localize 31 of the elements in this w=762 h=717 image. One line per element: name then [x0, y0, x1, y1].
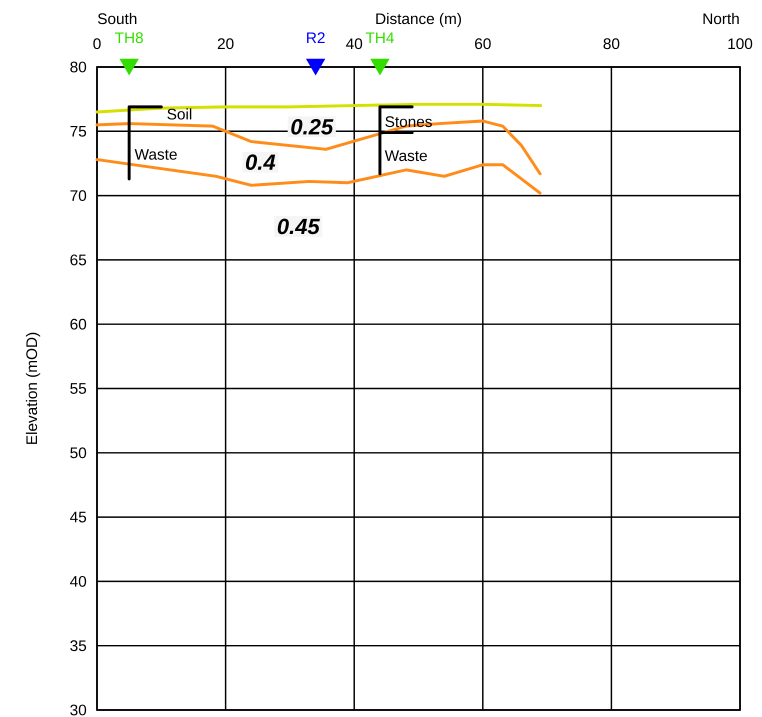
x-tick-label: 0 [93, 38, 101, 50]
annotation: Waste [134, 149, 177, 160]
text: North [704, 12, 739, 24]
x-tick-label: 100 [728, 38, 752, 50]
x-tick-label: 60 [475, 38, 491, 50]
x-axis-title: Distance (m) [376, 12, 461, 28]
y-axis-title: Elevation (mOD) [26, 332, 40, 444]
y-tick-label: 60 [70, 318, 86, 330]
y-tick-label: 45 [70, 512, 86, 522]
annotation: 0.45 [278, 218, 320, 234]
y-tick-label: 75 [70, 126, 86, 137]
x-tick-label: 40 [346, 38, 362, 50]
text: South [98, 12, 136, 24]
annotation: 0.4 [246, 154, 276, 170]
y-tick-label: 35 [70, 640, 86, 652]
annotation: Stones [385, 116, 432, 128]
series-label: R2 [307, 32, 325, 43]
annotation: Soil [167, 108, 192, 120]
y-tick-label: 55 [70, 383, 86, 394]
annotation: 0.25 [291, 119, 334, 135]
series-label: TH4 [366, 32, 394, 43]
x-tick-label: 20 [218, 38, 234, 50]
y-tick-label: 80 [70, 62, 86, 72]
y-tick-label: 65 [70, 254, 86, 266]
y-tick-label: 50 [70, 447, 86, 458]
y-tick-label: 70 [70, 190, 86, 202]
y-tick-label: 30 [70, 704, 86, 716]
annotation: Waste [384, 150, 427, 162]
series-label: TH8 [115, 32, 143, 44]
x-tick-label: 80 [604, 38, 620, 50]
y-tick-label: 40 [70, 576, 86, 587]
